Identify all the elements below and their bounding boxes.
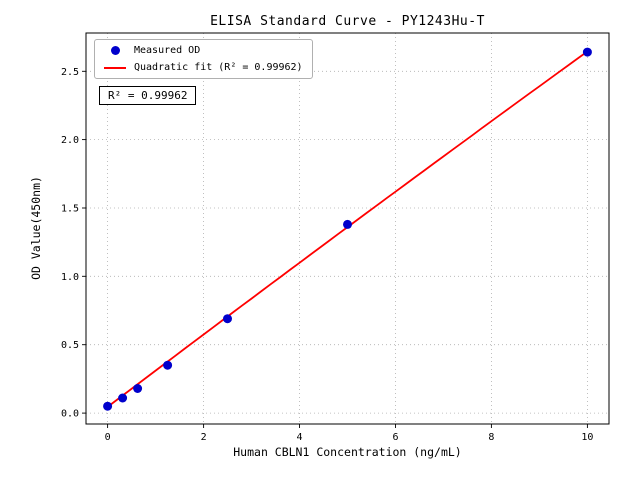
y-axis-label: OD Value(450nm) — [29, 176, 43, 280]
scatter-marker-icon — [110, 46, 120, 55]
legend-sample — [104, 66, 126, 69]
plot-box — [85, 32, 610, 425]
svg-text:10: 10 — [581, 432, 593, 443]
svg-text:2.5: 2.5 — [61, 67, 79, 78]
svg-text:4: 4 — [296, 432, 302, 443]
data-points — [103, 47, 592, 411]
svg-text:1.5: 1.5 — [61, 204, 79, 215]
legend-item-measured-od: Measured OD — [104, 45, 303, 56]
svg-text:1.0: 1.0 — [61, 272, 79, 283]
r-squared-annotation: R² = 0.99962 — [99, 86, 197, 105]
legend: Measured OD Quadratic fit (R² = 0.99962) — [94, 39, 313, 79]
svg-text:0: 0 — [105, 432, 111, 443]
y-axis-ticks: 0.0 0.5 1.0 1.5 2.0 2.5 — [61, 67, 86, 420]
line-marker-icon — [104, 66, 126, 69]
legend-label-measured-od: Measured OD — [134, 45, 201, 56]
svg-text:2.0: 2.0 — [61, 135, 79, 146]
svg-text:6: 6 — [392, 432, 398, 443]
x-axis-label: Human CBLN1 Concentration (ng/mL) — [233, 445, 462, 459]
svg-text:2: 2 — [201, 432, 207, 443]
legend-label-quadratic-fit: Quadratic fit (R² = 0.99962) — [134, 62, 303, 73]
svg-text:0.5: 0.5 — [61, 340, 79, 351]
svg-text:0.0: 0.0 — [61, 409, 79, 420]
legend-item-quadratic-fit: Quadratic fit (R² = 0.99962) — [104, 62, 303, 73]
svg-text:8: 8 — [488, 432, 494, 443]
chart-title: ELISA Standard Curve - PY1243Hu-T — [210, 14, 485, 29]
x-axis-ticks: 0 2 4 6 8 10 — [105, 424, 593, 443]
legend-sample — [104, 46, 126, 55]
